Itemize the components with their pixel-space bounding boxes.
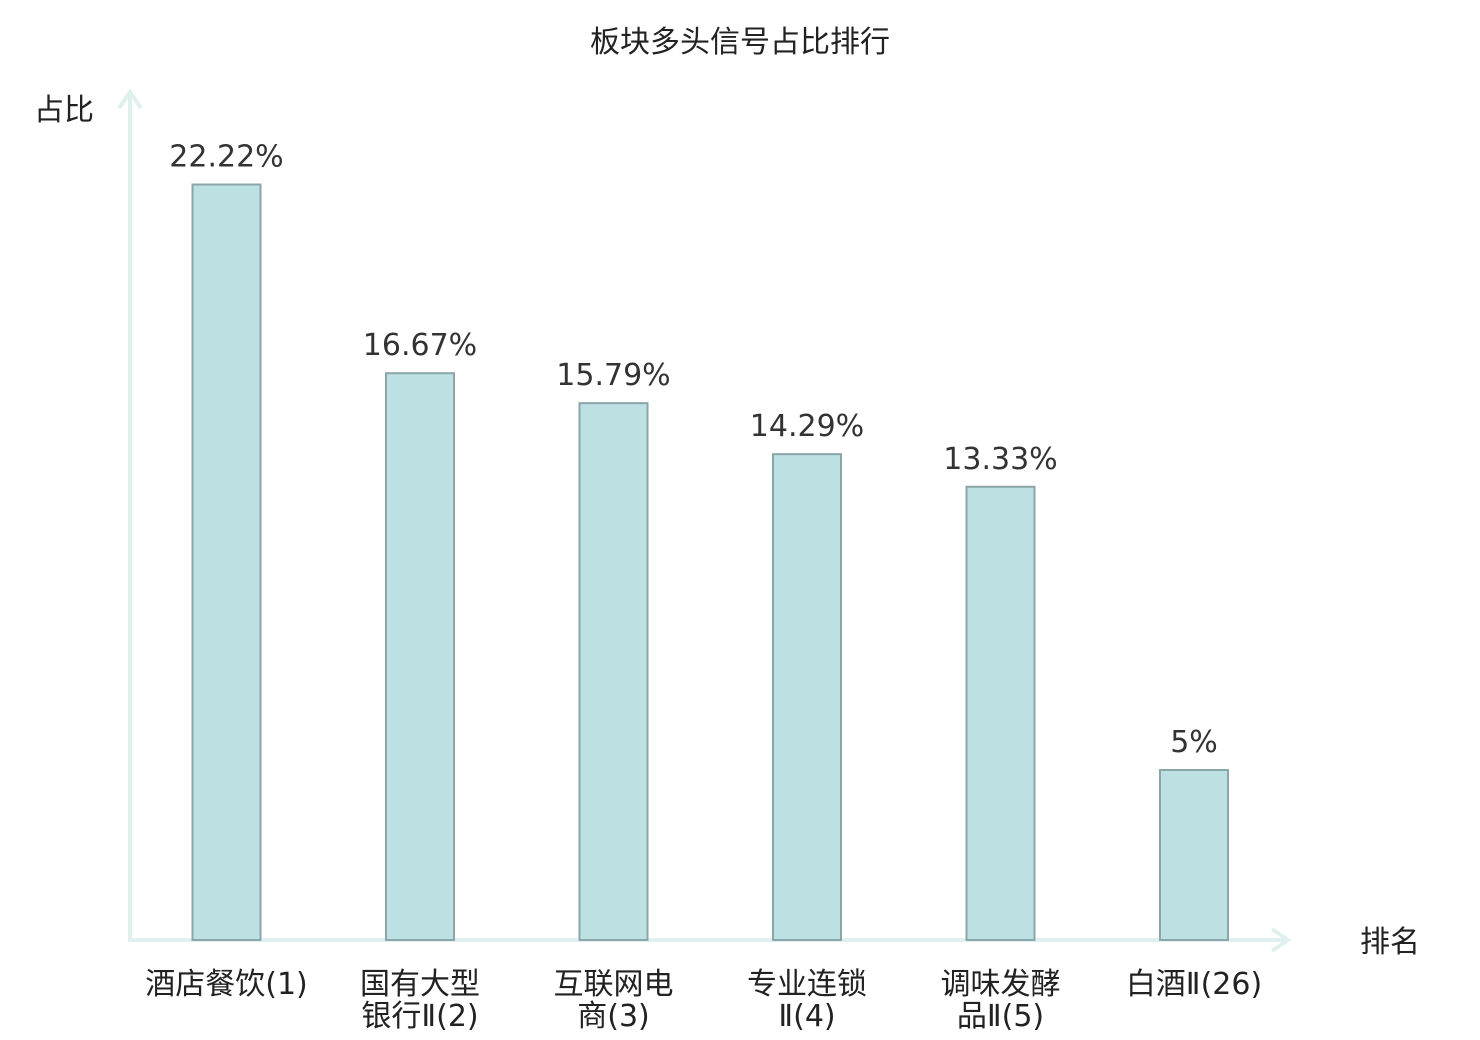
bars-group: [191, 183, 1229, 942]
x-axis-label: 排名: [1360, 925, 1420, 960]
category-label-2-line-1: 国有大型: [360, 967, 480, 1002]
value-label-5: 13.33%: [943, 442, 1057, 477]
bar-4: [772, 453, 842, 941]
category-label-4-line-1: 专业连锁: [747, 967, 867, 1002]
chart-title: 板块多头信号占比排行: [590, 25, 890, 60]
value-label-2: 16.67%: [363, 328, 477, 363]
bar-5: [965, 485, 1036, 941]
value-labels-group: 22.22% 16.67% 15.79% 14.29% 13.33% 5%: [169, 140, 1217, 760]
category-label-2-line-2: 银行Ⅱ(2): [361, 999, 478, 1034]
category-label-3-line-1: 互联网电: [554, 967, 674, 1002]
bar-3: [578, 402, 649, 941]
category-label-6-line-1: 白酒Ⅱ(26): [1126, 967, 1262, 1002]
bar-1: [191, 183, 262, 941]
y-axis-label: 占比: [34, 93, 94, 128]
category-label-1-line-1: 酒店餐饮(1): [145, 967, 308, 1002]
category-label-5-line-1: 调味发酵: [941, 967, 1061, 1002]
category-label-4-line-2: Ⅱ(4): [778, 999, 835, 1034]
category-label-3-line-2: 商(3): [577, 999, 650, 1034]
category-label-5-line-2: 品Ⅱ(5): [957, 999, 1044, 1034]
value-label-3: 15.79%: [556, 358, 670, 393]
y-axis-arrow-icon: [117, 88, 143, 110]
bar-6: [1159, 769, 1229, 941]
x-axis-arrow-icon: [1270, 927, 1292, 953]
value-label-4: 14.29%: [750, 409, 864, 444]
value-label-6: 5%: [1170, 725, 1218, 760]
value-label-1: 22.22%: [169, 140, 283, 175]
y-axis: 占比: [34, 88, 143, 940]
bar-2: [385, 372, 455, 942]
x-axis: 排名: [128, 925, 1420, 960]
